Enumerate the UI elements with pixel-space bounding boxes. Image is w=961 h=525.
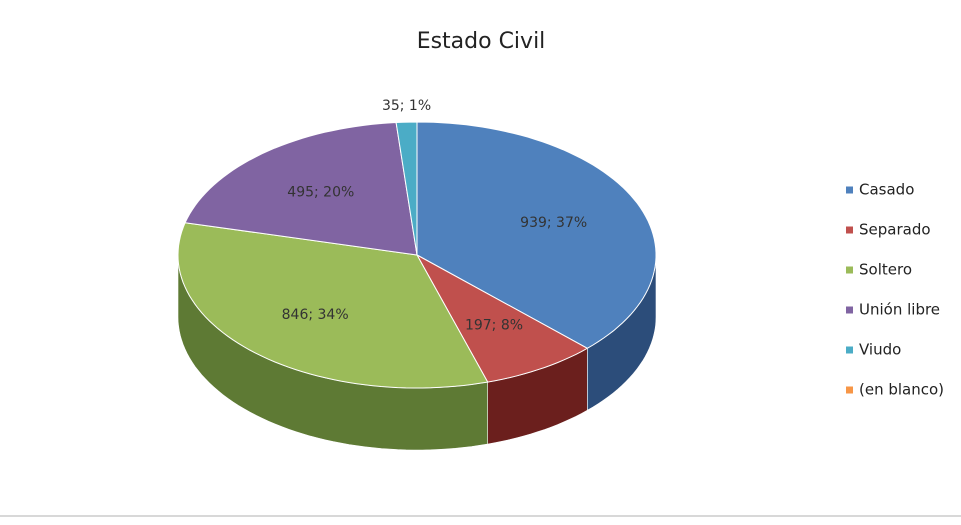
- legend-label: Unión libre: [859, 301, 940, 319]
- legend-swatch: [846, 186, 853, 194]
- legend-label: (en blanco): [859, 381, 944, 399]
- legend-swatch: [846, 346, 853, 354]
- data-label: 35; 1%: [382, 98, 431, 114]
- legend-swatch: [846, 306, 853, 314]
- slice: [177, 222, 489, 389]
- legend-swatch: [846, 226, 853, 234]
- data-label: 495; 20%: [287, 184, 354, 200]
- chart-title: Estado Civil: [417, 29, 546, 54]
- data-label: 846; 34%: [282, 307, 349, 323]
- data-label: 939; 37%: [520, 215, 587, 231]
- legend-label: Viudo: [859, 341, 901, 359]
- legend-label: Casado: [859, 181, 914, 199]
- legend-swatch: [846, 386, 853, 394]
- legend-label: Separado: [859, 221, 931, 239]
- slice: [395, 121, 418, 256]
- slice: [184, 121, 418, 256]
- legend-label: Soltero: [859, 261, 912, 279]
- slice: [415, 253, 589, 383]
- data-label: 197; 8%: [465, 317, 523, 333]
- slice: [416, 121, 657, 349]
- legend-swatch: [846, 266, 853, 274]
